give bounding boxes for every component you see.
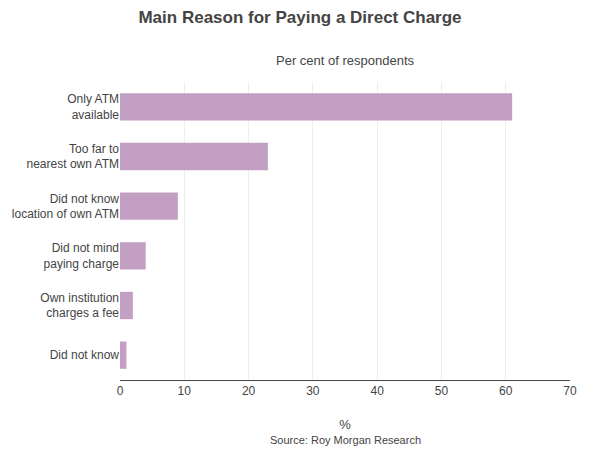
svg-text:70: 70 xyxy=(563,384,577,398)
svg-text:Did not mindpaying charge: Did not mindpaying charge xyxy=(44,241,120,271)
svg-text:Main Reason for Paying a Direc: Main Reason for Paying a Direct Charge xyxy=(138,8,461,27)
svg-text:50: 50 xyxy=(435,384,449,398)
svg-text:60: 60 xyxy=(499,384,513,398)
svg-text:%: % xyxy=(339,417,351,432)
svg-text:10: 10 xyxy=(178,384,192,398)
svg-text:40: 40 xyxy=(370,384,384,398)
svg-text:Per cent of respondents: Per cent of respondents xyxy=(276,53,415,68)
svg-text:30: 30 xyxy=(306,384,320,398)
svg-text:0: 0 xyxy=(117,384,124,398)
svg-text:Did not knowlocation of own AT: Did not knowlocation of own ATM xyxy=(12,192,120,222)
svg-text:Too far tonearest own ATM: Too far tonearest own ATM xyxy=(27,142,120,172)
svg-text:Own institutioncharges a fee: Own institutioncharges a fee xyxy=(40,291,119,321)
svg-text:Did not know: Did not know xyxy=(50,348,120,362)
svg-text:Source: Roy Morgan Research: Source: Roy Morgan Research xyxy=(270,434,421,446)
svg-text:20: 20 xyxy=(242,384,256,398)
svg-text:Only ATMavailable: Only ATMavailable xyxy=(67,92,119,122)
